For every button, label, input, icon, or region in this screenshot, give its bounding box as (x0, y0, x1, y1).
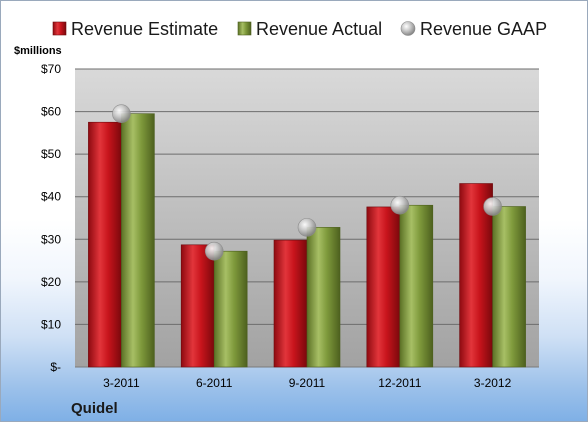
x-axis-ticks: 3-2011 6-2011 9-2011 12-2011 3-2012 (103, 376, 511, 390)
bars (88, 113, 526, 368)
x-tick-label: 3-2012 (474, 376, 512, 390)
y-tick-label: $20 (41, 275, 61, 289)
y-tick-label: $30 (41, 232, 61, 246)
y-tick-label: $50 (41, 147, 61, 161)
bar-revenue-actual (306, 227, 341, 368)
marker-revenue-gaap (390, 195, 410, 215)
bar-revenue-estimate (180, 244, 215, 368)
company-name: Quidel (71, 400, 118, 417)
x-tick-label: 3-2011 (103, 376, 140, 390)
y-tick-label: $- (50, 360, 61, 374)
x-tick-label: 12-2011 (378, 376, 421, 390)
y-axis-ticks: $- $10 $20 $30 $40 $50 $60 $70 (41, 62, 61, 374)
bar-revenue-actual (399, 204, 434, 368)
legend-swatch-estimate (52, 21, 67, 36)
bar-revenue-actual (213, 250, 248, 368)
legend-marker-gaap (400, 21, 416, 36)
legend-label-actual: Revenue Actual (256, 19, 382, 39)
y-tick-label: $10 (41, 317, 61, 331)
y-unit-label: $millions (14, 45, 62, 57)
gaap-markers (112, 104, 502, 261)
y-tick-label: $60 (41, 105, 61, 119)
bar-revenue-estimate (366, 206, 401, 368)
bar-revenue-actual (121, 113, 155, 368)
bar-revenue-estimate (88, 121, 122, 368)
marker-revenue-gaap (297, 218, 317, 237)
legend-label-estimate: Revenue Estimate (71, 19, 218, 39)
x-tick-label: 9-2011 (289, 376, 326, 390)
legend: Revenue Estimate Revenue Actual Revenue … (52, 19, 547, 39)
y-tick-label: $40 (41, 190, 61, 204)
bar-revenue-estimate (459, 183, 493, 368)
marker-revenue-gaap (204, 241, 224, 261)
marker-revenue-gaap (483, 197, 502, 216)
x-tick-label: 6-2011 (196, 376, 233, 390)
marker-revenue-gaap (112, 104, 131, 123)
y-tick-label: $70 (41, 62, 61, 76)
legend-label-gaap: Revenue GAAP (420, 19, 547, 39)
bar-revenue-estimate (273, 239, 308, 368)
bar-revenue-actual (492, 206, 526, 368)
legend-swatch-actual (237, 21, 252, 36)
